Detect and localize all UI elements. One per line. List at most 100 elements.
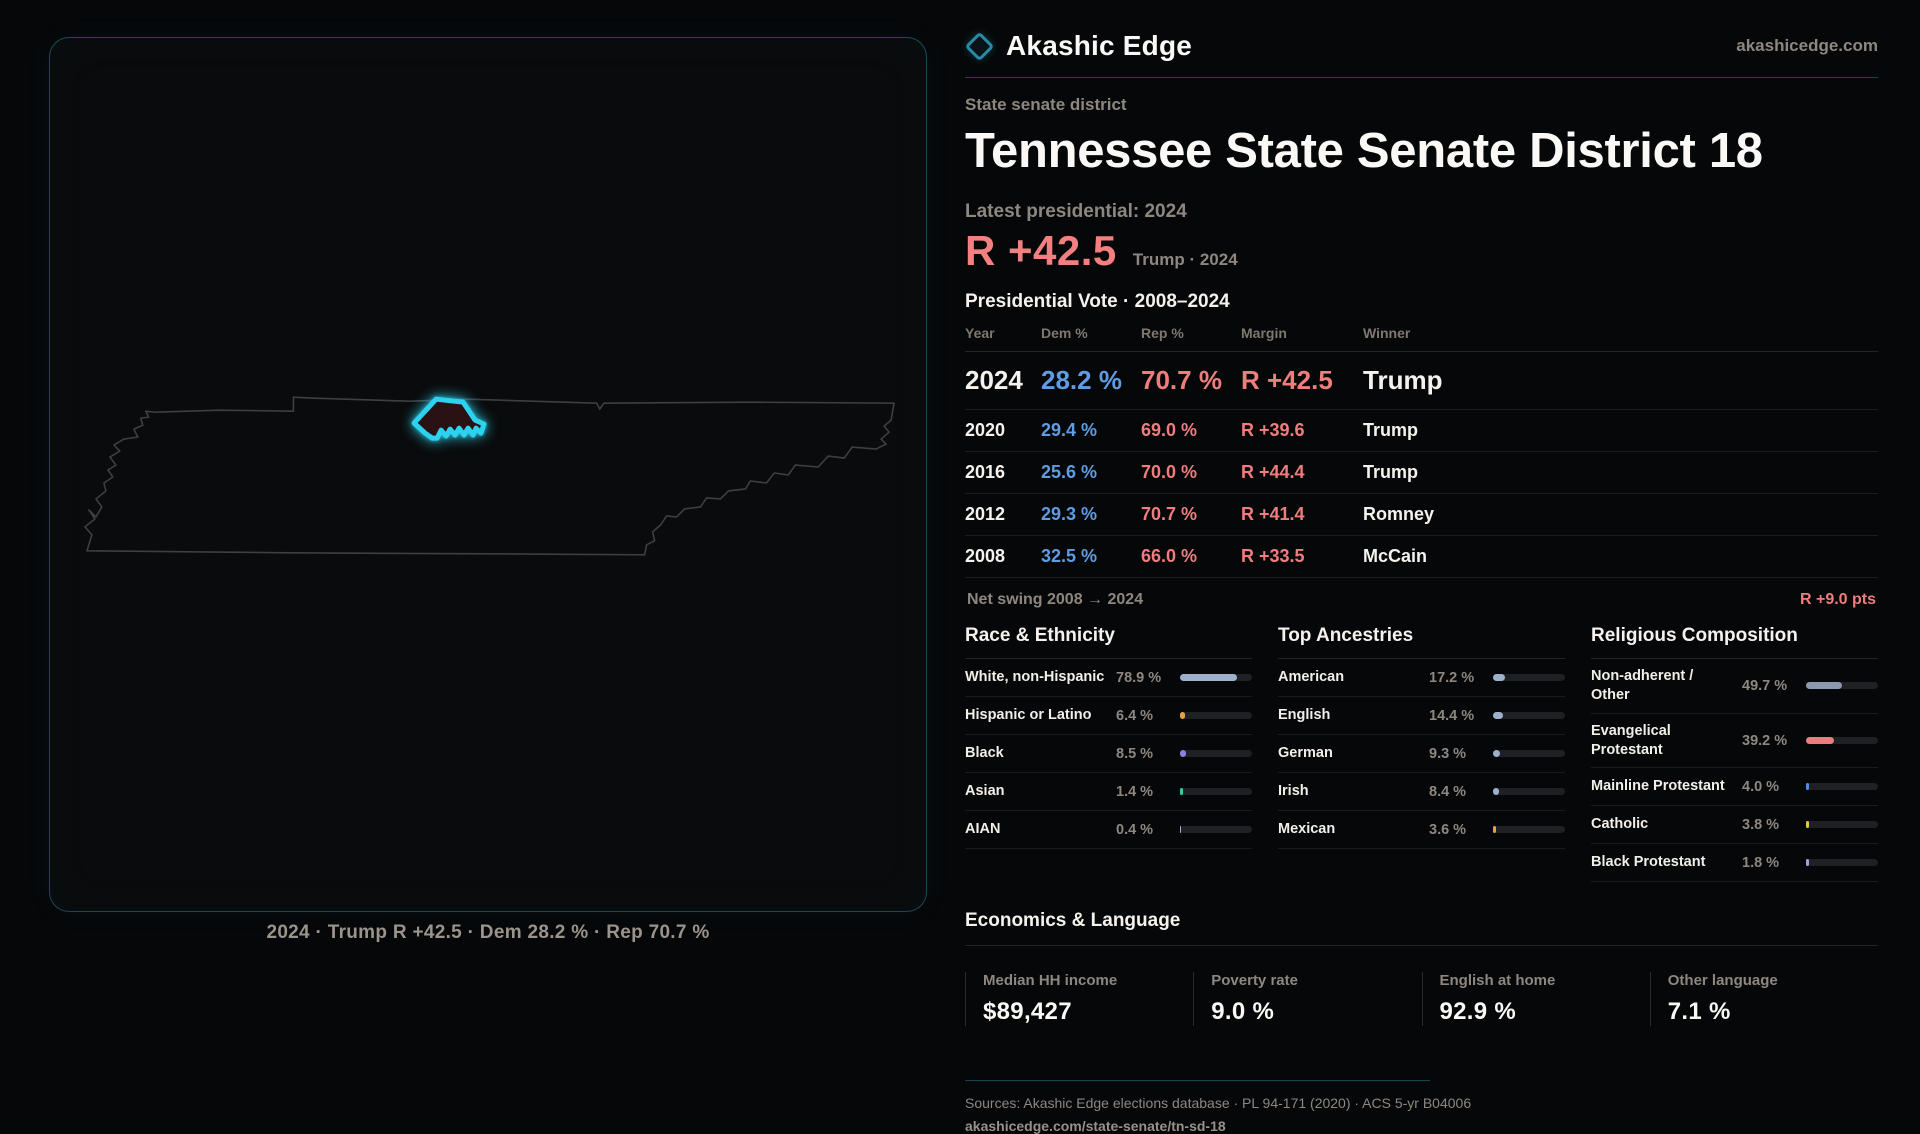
district-map-panel	[49, 37, 927, 912]
econ-stat-label: Median HH income	[983, 972, 1118, 990]
econ-stat-value: 7.1 %	[1667, 998, 1731, 1026]
cell-winner: Romney	[1363, 504, 1435, 524]
demo-value: 17.2 %	[1429, 669, 1475, 686]
econ-stat-label: English at home	[1439, 972, 1556, 990]
cell-rep-pct: 70.7 %	[1141, 504, 1198, 524]
table-row[interactable]: 2024 28.2 % 70.7 % R +42.5 Trump	[965, 352, 1878, 410]
demo-bar-fill	[1493, 712, 1504, 719]
demo-bar-fill	[1806, 737, 1835, 745]
vote-col-header-margin: Margin	[1241, 325, 1287, 341]
demo-label: Black	[965, 745, 1004, 762]
demo-label: Mainline Protestant	[1591, 778, 1725, 795]
demo-label: Irish	[1278, 783, 1309, 800]
demo-bar-fill	[1493, 826, 1496, 833]
footer-divider	[965, 1080, 1430, 1082]
demo-value: 0.4 %	[1116, 821, 1154, 838]
list-item: American 17.2 %	[1278, 659, 1565, 697]
cell-year: 2016	[965, 462, 1006, 482]
net-swing-label: Net swing 2008 → 2024	[967, 591, 1144, 608]
demo-label: Hispanic or Latino	[965, 707, 1092, 724]
vote-table-title: Presidential Vote · 2008–2024	[965, 291, 1230, 312]
demo-bar-fill	[1806, 783, 1809, 791]
demo-bar-track	[1180, 750, 1252, 757]
list-item: White, non-Hispanic 78.9 %	[965, 659, 1252, 697]
list-item: Black Protestant 1.8 %	[1591, 844, 1878, 883]
demo-bar-fill	[1806, 859, 1809, 867]
economics-grid: Median HH income $89,427 Poverty rate 9.0 %…	[965, 972, 1878, 1027]
headline-detail: Trump · 2024	[1132, 250, 1238, 269]
table-row[interactable]: 2012 29.3 % 70.7 % R +41.4 Romney	[965, 494, 1878, 536]
cell-dem-pct: 25.6 %	[1041, 462, 1098, 482]
brand-name: Akashic Edge	[1006, 30, 1193, 61]
demo-label: English	[1278, 707, 1331, 724]
demo-label: Catholic	[1591, 816, 1649, 833]
footer-sources: Sources: Akashic Edge elections database…	[965, 1095, 1472, 1112]
demo-bar-fill	[1493, 750, 1500, 757]
econ-stat: Other language 7.1 %	[1649, 972, 1878, 1027]
brand-diamond-icon	[964, 31, 995, 61]
header: Akashic Edge akashicedge.com	[964, 0, 1878, 78]
econ-stat-label: Other language	[1667, 972, 1778, 990]
cell-rep-pct: 69.0 %	[1141, 420, 1198, 440]
demo-bar-fill	[1180, 788, 1183, 795]
vote-col-header-winner: Winner	[1363, 325, 1411, 341]
cell-year: 2024	[965, 365, 1023, 395]
demo-bar-fill	[1180, 712, 1185, 719]
demo-bar-track	[1180, 674, 1252, 681]
demo-bar-track	[1493, 750, 1565, 757]
cell-year: 2008	[965, 546, 1006, 566]
cell-margin: R +44.4	[1241, 462, 1305, 482]
demo-bar-track	[1493, 788, 1565, 795]
brand-domain-link[interactable]: akashicedge.com	[1736, 36, 1878, 55]
latest-presidential-label: Latest presidential: 2024	[965, 201, 1187, 222]
cell-rep-pct: 70.7 %	[1141, 365, 1222, 395]
demo-bar-track	[1806, 783, 1878, 791]
econ-stat-label: Poverty rate	[1211, 972, 1298, 990]
cell-dem-pct: 29.3 %	[1041, 504, 1098, 524]
demo-value: 8.4 %	[1429, 783, 1467, 800]
demo-label: AIAN	[965, 821, 1001, 838]
table-row[interactable]: 2016 25.6 % 70.0 % R +44.4 Trump	[965, 452, 1878, 494]
kicker: State senate district	[965, 95, 1127, 114]
cell-winner: McCain	[1363, 546, 1428, 566]
vote-col-header-dem: Dem %	[1041, 325, 1088, 341]
demo-value: 3.8 %	[1742, 816, 1780, 833]
report-panel: Akashic Edge akashicedge.com State senat…	[964, 0, 1878, 1134]
demo-value: 1.8 %	[1742, 854, 1780, 871]
demo-label: White, non-Hispanic	[965, 669, 1105, 686]
demo-bar-track	[1180, 788, 1252, 795]
demo-value: 6.4 %	[1116, 707, 1154, 724]
demo-value: 49.7 %	[1742, 677, 1788, 694]
demo-bar-track	[1806, 737, 1878, 745]
district-18-shape[interactable]	[411, 396, 487, 441]
demographics-grid: Race & Ethnicity White, non-Hispanic 78.9 …	[965, 625, 1878, 883]
demo-value: 78.9 %	[1116, 669, 1162, 686]
cell-dem-pct: 32.5 %	[1041, 546, 1098, 566]
table-row[interactable]: 2020 29.4 % 69.0 % R +39.6 Trump	[965, 410, 1878, 452]
demo-label: German	[1278, 745, 1333, 762]
table-row[interactable]: 2008 32.5 % 66.0 % R +33.5 McCain	[965, 536, 1878, 578]
tennessee-outline	[84, 396, 895, 556]
vote-table-header: Year Dem % Rep % Margin Winner	[965, 325, 1878, 352]
demo-bar-track	[1180, 826, 1252, 833]
vote-col-header-rep: Rep %	[1141, 325, 1184, 341]
demo-label: Non-adherent / Other	[1591, 668, 1694, 703]
demo-value: 14.4 %	[1429, 707, 1475, 724]
demo-bar-fill	[1806, 682, 1842, 690]
demo-label: Evangelical Protestant	[1591, 722, 1671, 758]
demo-label: American	[1278, 669, 1345, 686]
demo-value: 8.5 %	[1116, 745, 1154, 762]
cell-rep-pct: 70.0 %	[1141, 462, 1198, 482]
demo-bar-track	[1180, 712, 1252, 719]
demo-value: 39.2 %	[1742, 732, 1788, 749]
demo-column-top-ancestries: Top Ancestries American 17.2 % English 14.4 …	[1278, 625, 1565, 882]
footer-permalink[interactable]: akashicedge.com/state-senate/tn-sd-18	[965, 1118, 1226, 1134]
demo-column-title: Race & Ethnicity	[965, 625, 1252, 659]
demo-column-title: Religious Composition	[1591, 625, 1878, 659]
list-item: Hispanic or Latino 6.4 %	[965, 697, 1252, 735]
demo-column-race-ethnicity: Race & Ethnicity White, non-Hispanic 78.9 …	[965, 625, 1252, 882]
demo-bar-fill	[1180, 674, 1237, 681]
econ-stat-value: 92.9 %	[1439, 998, 1517, 1026]
headline: R +42.5 Trump · 2024	[965, 227, 1878, 275]
demo-bar-track	[1806, 859, 1878, 867]
